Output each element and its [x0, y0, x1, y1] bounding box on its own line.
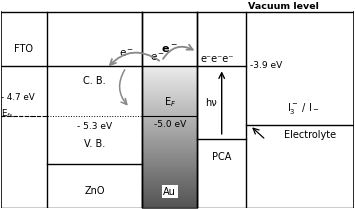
Text: -5.0 eV: -5.0 eV — [154, 120, 186, 129]
Text: e$^-$: e$^-$ — [119, 48, 134, 59]
Text: E$_{fs}$: E$_{fs}$ — [1, 108, 14, 120]
Text: hν: hν — [204, 98, 217, 108]
Text: ZnO: ZnO — [84, 186, 105, 196]
Text: E$_F$: E$_F$ — [164, 95, 176, 108]
Text: PCA: PCA — [212, 152, 231, 162]
Text: I$_3^-$ / I$_-$: I$_3^-$ / I$_-$ — [287, 101, 319, 116]
Text: e$^-$: e$^-$ — [161, 44, 178, 55]
Text: e$^-$: e$^-$ — [151, 52, 166, 63]
Text: Vacuum level: Vacuum level — [248, 2, 319, 11]
Text: -3.9 eV: -3.9 eV — [250, 61, 282, 70]
Text: e⁻e⁻e⁻: e⁻e⁻e⁻ — [201, 54, 234, 64]
Text: Au: Au — [163, 187, 176, 197]
Text: Electrolyte: Electrolyte — [284, 130, 336, 140]
Text: - 5.3 eV: - 5.3 eV — [77, 122, 112, 131]
Text: FTO: FTO — [14, 44, 33, 54]
Text: - 4.7 eV: - 4.7 eV — [1, 93, 35, 102]
Text: V. B.: V. B. — [84, 139, 105, 149]
Text: C. B.: C. B. — [83, 76, 106, 86]
